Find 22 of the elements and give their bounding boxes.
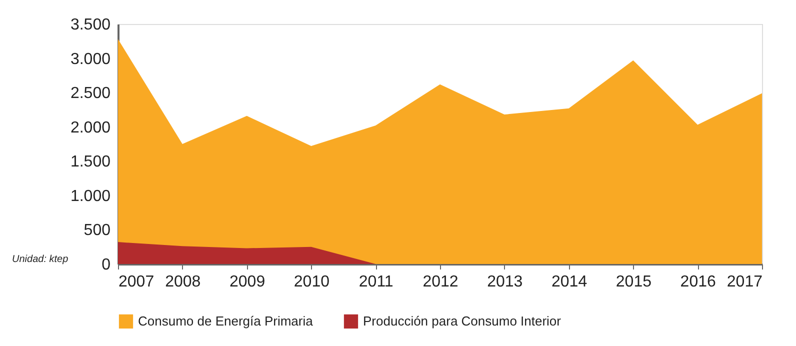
- y-tick-label: 1.500: [70, 154, 111, 171]
- x-tick-label: 2007: [118, 274, 154, 290]
- x-tick-label: 2012: [422, 274, 458, 290]
- y-tick-label: 0: [102, 256, 111, 274]
- x-tick-label: 2010: [294, 274, 330, 290]
- x-tick-label: 2013: [487, 274, 523, 290]
- y-tick-label: 3.500: [70, 16, 111, 34]
- x-tick-label: 2014: [552, 274, 588, 290]
- x-tick-label: 2015: [616, 274, 652, 290]
- x-tick-label: 2009: [230, 274, 266, 290]
- y-tick-label: 2.500: [70, 85, 111, 102]
- x-tick-label: 2016: [680, 274, 716, 290]
- legend-label: Producción para Consumo Interior: [363, 313, 562, 328]
- y-tick-label: 500: [84, 222, 111, 240]
- y-tick-label: 3.000: [70, 50, 111, 68]
- y-tick-label: 1.000: [70, 188, 111, 205]
- legend-label: Consumo de Energía Primaria: [138, 313, 314, 328]
- y-tick-label: 2.000: [70, 119, 111, 136]
- x-tick-label: 2017: [726, 274, 763, 290]
- x-tick-label: 2011: [358, 274, 394, 290]
- x-tick-label: 2008: [165, 274, 201, 290]
- text: Unidad: ktep: [12, 254, 69, 265]
